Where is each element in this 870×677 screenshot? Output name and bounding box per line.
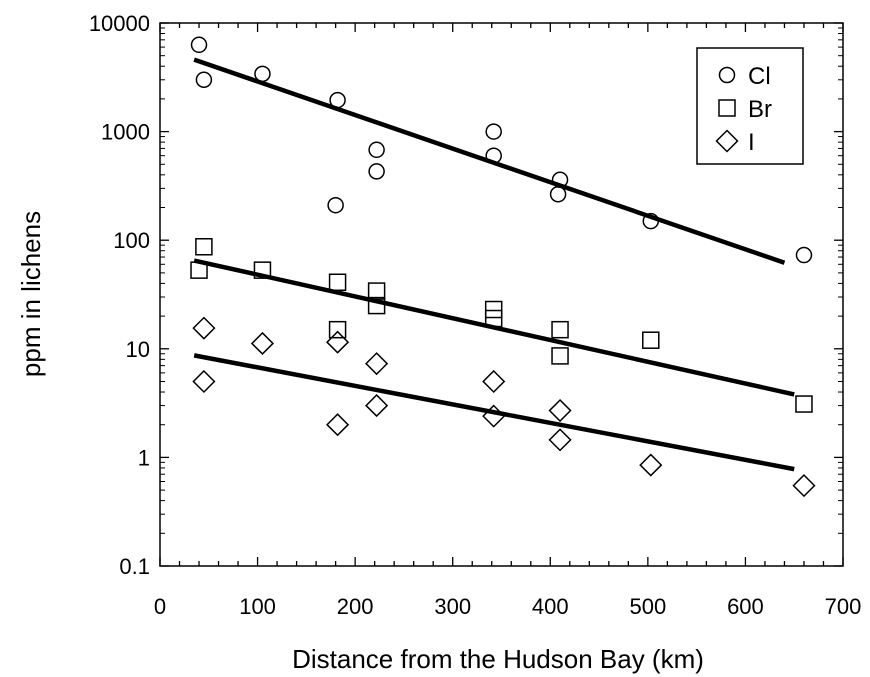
- i-data-point: [365, 394, 389, 418]
- cl-data-point: [329, 91, 346, 109]
- br-data-point: [551, 347, 569, 365]
- cl-data-point: [254, 65, 271, 83]
- br-data-point: [253, 261, 272, 279]
- cl-data-point: [485, 147, 502, 164]
- legend: Cl Br I: [696, 47, 804, 165]
- y-axis-title: ppm in lichens: [16, 211, 46, 377]
- cl-data-point: [190, 36, 208, 54]
- i-data-point: [482, 369, 506, 394]
- br-data-point: [328, 273, 347, 292]
- i-data-point: [365, 352, 389, 376]
- i-data-point: [639, 453, 663, 477]
- cl-data-point: [327, 196, 344, 214]
- cl-data-point: [485, 123, 502, 140]
- i-legend-label: I: [748, 129, 755, 156]
- br-data-point: [484, 309, 503, 328]
- i-data-point: [326, 330, 350, 354]
- i-data-point: [250, 331, 275, 356]
- x-tick-label: 200: [337, 594, 374, 619]
- i-data-point: [192, 316, 216, 340]
- x-tick-label: 700: [825, 594, 862, 619]
- x-tick-label: 100: [239, 594, 276, 619]
- br-data-point: [367, 296, 386, 315]
- cl-data-point: [368, 141, 385, 159]
- br-data-point: [367, 282, 386, 300]
- cl-data-point: [549, 185, 567, 203]
- plot-frame: [159, 22, 844, 567]
- cl-legend-marker: [718, 66, 736, 84]
- br-data-point: [195, 238, 213, 256]
- i-data-point: [326, 413, 350, 437]
- cl-legend-label: Cl: [748, 63, 771, 90]
- tick-marks: [159, 22, 844, 567]
- cl-data-point: [795, 246, 813, 264]
- cl-data-point: [642, 212, 660, 230]
- i-data-point: [792, 474, 816, 498]
- x-tick-label: 0: [154, 594, 166, 619]
- x-axis-title: Distance from the Hudson Bay (km): [292, 644, 704, 674]
- br-legend-label: Br: [748, 96, 772, 123]
- y-tick-label: 100: [113, 228, 150, 253]
- br-data-point: [642, 331, 660, 349]
- x-tick-label: 400: [532, 594, 569, 619]
- br-data-point: [190, 261, 208, 279]
- data-markers: [190, 36, 816, 498]
- y-tick-label: 10000: [89, 11, 150, 36]
- i-trend-line: [193, 353, 795, 472]
- y-tick-label: 0.1: [119, 554, 150, 579]
- y-tick-label: 10: [126, 337, 150, 362]
- br-data-point: [328, 320, 347, 339]
- i-data-point: [548, 398, 572, 423]
- i-legend-marker: [715, 129, 739, 153]
- cl-data-point: [368, 163, 385, 180]
- y-tick-label: 1: [138, 445, 150, 470]
- y-tick-label: 1000: [101, 120, 150, 145]
- br-data-point: [795, 395, 813, 413]
- br-data-point: [484, 300, 503, 319]
- i-data-point: [548, 428, 572, 452]
- legend-box: [696, 47, 804, 165]
- x-tick-label: 600: [727, 594, 764, 619]
- br-trend-line: [193, 258, 795, 397]
- i-data-point: [192, 369, 216, 394]
- i-data-point: [482, 404, 506, 428]
- x-tick-label: 300: [434, 594, 471, 619]
- br-legend-marker: [718, 99, 736, 117]
- cl-data-point: [195, 71, 213, 89]
- x-tick-label: 500: [629, 594, 666, 619]
- tick-labels: 0 100 200 300 400 500 600 700 0.1 1 10 100 1000 10000: [89, 11, 862, 619]
- br-data-point: [551, 320, 569, 339]
